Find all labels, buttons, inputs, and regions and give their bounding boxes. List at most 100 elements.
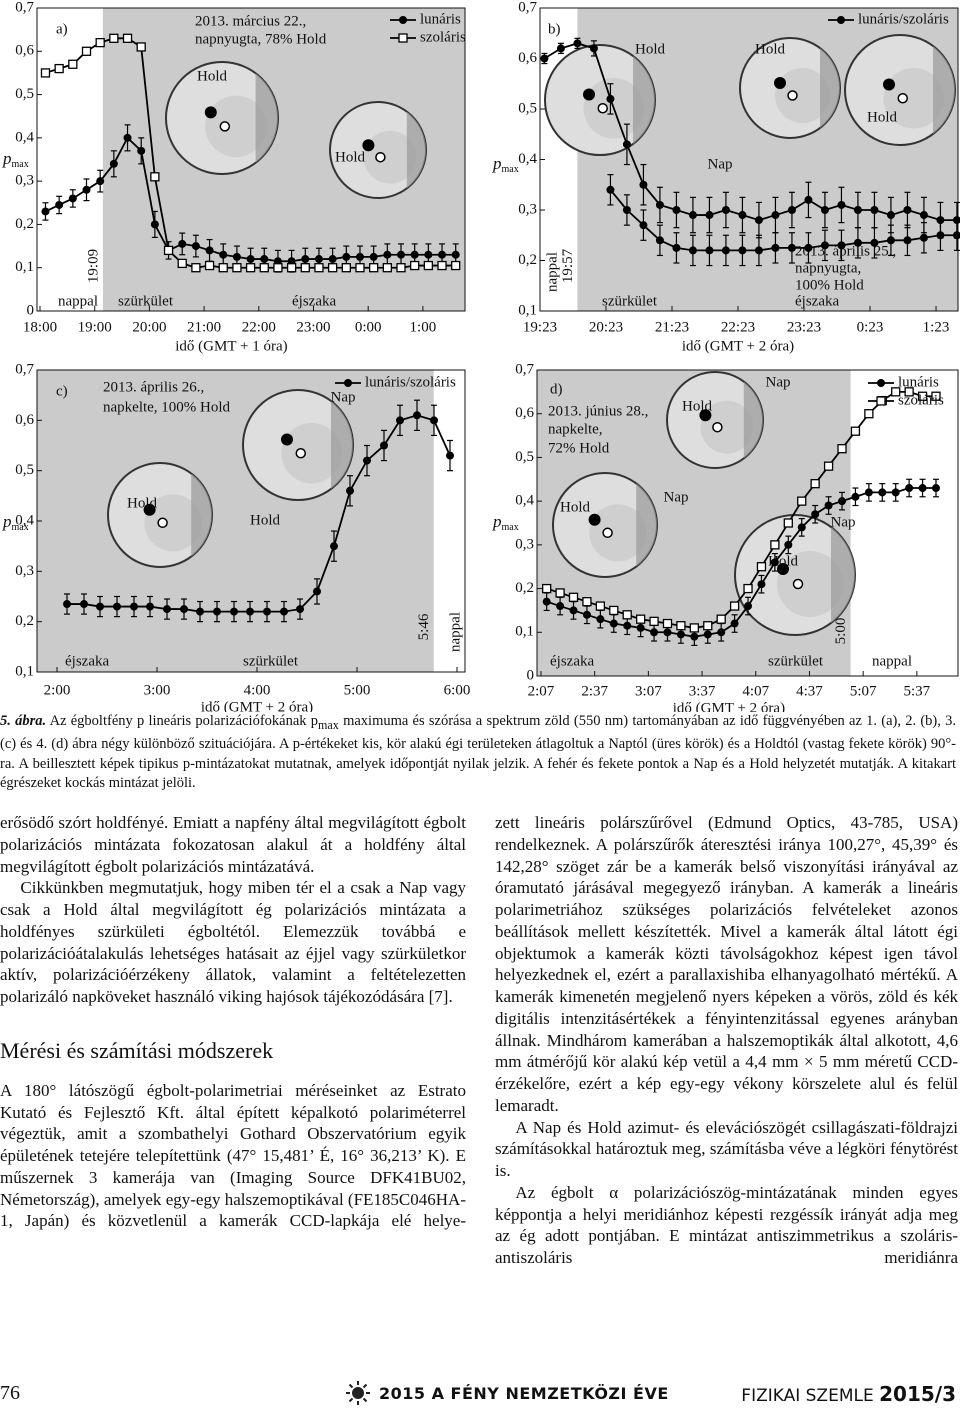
x-tick-label: 6:00	[444, 682, 471, 698]
marker	[344, 379, 352, 387]
region-label: szürkület	[768, 653, 824, 669]
marker	[286, 263, 297, 273]
logo: 2015 A FÉNY NEMZETKÖZI ÉVE	[345, 1380, 669, 1406]
sun-dot	[602, 527, 613, 539]
marker	[423, 260, 434, 271]
y-tick-label: 0,4	[515, 493, 534, 509]
series-line	[609, 189, 957, 252]
marker	[784, 540, 793, 549]
x-tick-label: 22:23	[721, 319, 755, 335]
legend-label: szoláris	[420, 29, 466, 45]
inset-image	[329, 101, 427, 199]
x-axis-label: idő (GMT + 1 óra)	[175, 338, 287, 354]
marker	[919, 233, 928, 242]
marker	[40, 68, 51, 78]
marker	[804, 195, 813, 204]
y-tick-label: 0	[527, 667, 535, 683]
legend-entry: lunáris/szoláris	[828, 11, 949, 27]
caption-text: maximuma és szórása a spektrum zöld (550…	[0, 713, 956, 792]
inset-image	[107, 462, 213, 568]
marker	[396, 263, 406, 273]
legend-entry: szoláris	[390, 29, 466, 45]
x-tick-label: 0:00	[355, 319, 382, 335]
marker	[824, 501, 833, 510]
marker	[556, 602, 565, 611]
marker	[838, 497, 847, 506]
marker	[903, 206, 912, 214]
marker	[451, 250, 460, 259]
annotation: Hold	[560, 499, 591, 515]
x-tick-label: 2:00	[44, 682, 71, 698]
moon-dot	[143, 503, 156, 516]
annotation: Hold	[755, 41, 786, 57]
inset-shade	[363, 130, 417, 184]
marker	[369, 252, 378, 261]
y-tick-label: 0,3	[515, 536, 534, 552]
y-label-sub: max	[12, 159, 29, 170]
x-tick-label: 21:23	[655, 319, 689, 335]
marker	[330, 542, 338, 551]
annotation: napkelte,	[548, 421, 603, 437]
figure-caption: 5. ábra. Az égboltfény p lineáris polari…	[0, 712, 956, 794]
y-tick-label: 0,6	[518, 50, 537, 66]
x-tick-label: 2:07	[528, 683, 555, 699]
x-tick-label: 1:23	[923, 319, 950, 335]
marker	[744, 602, 753, 611]
marker	[918, 484, 927, 493]
marker	[130, 602, 138, 611]
inset-mask	[255, 73, 278, 163]
marker	[569, 606, 578, 615]
right-column: zett lineáris polárszűrővel (Edmund Opti…	[495, 812, 958, 1269]
marker	[904, 387, 914, 397]
moon-dot	[777, 563, 789, 575]
marker	[864, 409, 874, 419]
marker	[903, 236, 912, 245]
y-tick-label: 0,1	[515, 624, 534, 640]
marker	[771, 243, 780, 252]
marker	[622, 206, 631, 214]
marker	[770, 540, 780, 550]
marker	[870, 206, 879, 214]
marker	[191, 263, 201, 273]
marker	[717, 628, 726, 637]
shade-label: 19:09	[85, 249, 101, 283]
marker	[95, 37, 105, 48]
marker	[891, 488, 900, 497]
annotation: Hold	[197, 68, 228, 84]
panel-label: b)	[548, 21, 561, 37]
y-axis-label: pmax	[492, 154, 519, 175]
marker	[296, 605, 304, 614]
marker	[63, 600, 71, 609]
marker	[676, 621, 686, 631]
footer: 76 2015 A FÉNY NEMZETKÖZI ÉVE FIZIKAI SZ…	[0, 1380, 960, 1408]
annotation: 72% Hold	[548, 440, 610, 456]
marker	[853, 238, 862, 247]
x-tick-label: 21:00	[187, 319, 221, 335]
x-tick-label: 4:07	[742, 683, 769, 699]
marker	[721, 206, 730, 214]
inset-image	[544, 44, 656, 156]
moon-dot	[588, 513, 601, 526]
marker	[721, 246, 730, 255]
paragraph: Cikkünkben megmutatjuk, hogy miben tér e…	[0, 878, 466, 1006]
marker	[568, 592, 579, 602]
y-tick-label: 0,2	[15, 613, 34, 629]
marker	[676, 630, 685, 639]
marker	[109, 33, 119, 43]
marker	[369, 263, 379, 273]
legend-label: szoláris	[898, 392, 944, 408]
sun-dot	[157, 517, 168, 529]
marker	[555, 588, 565, 598]
sun-dot	[897, 93, 908, 104]
sun-dot	[792, 578, 804, 590]
sun-dot	[712, 421, 723, 433]
marker	[246, 255, 255, 264]
marker	[886, 236, 895, 245]
marker	[424, 250, 433, 259]
marker	[163, 605, 171, 614]
marker	[672, 243, 681, 252]
y-label-main: p	[492, 512, 502, 531]
inset-shade	[777, 551, 843, 617]
moon-dot	[362, 139, 375, 152]
marker	[68, 194, 77, 203]
